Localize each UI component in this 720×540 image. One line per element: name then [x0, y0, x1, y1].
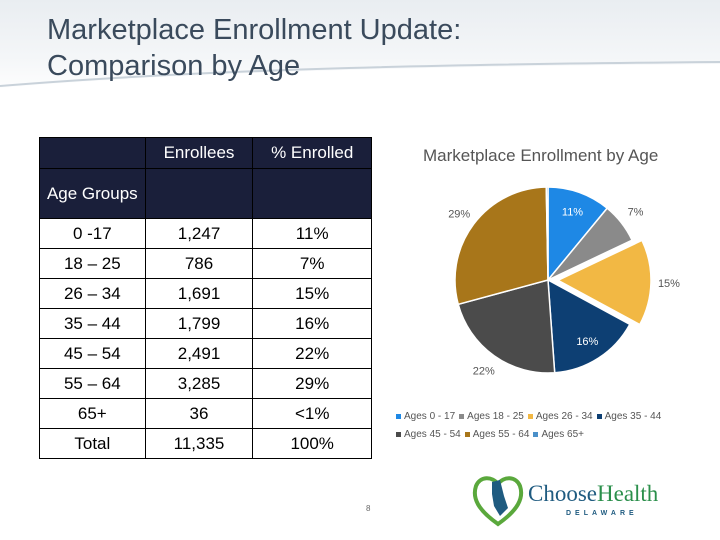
legend-swatch	[596, 413, 602, 419]
percent-cell: 11%	[252, 218, 372, 249]
table-subheader-row: Age Groups	[39, 168, 372, 219]
pie-data-label: 29%	[448, 208, 470, 220]
header-percent-enrolled: % Enrolled	[252, 137, 372, 169]
logo-wordmark: ChooseHealth	[528, 481, 658, 507]
percent-cell: 29%	[252, 368, 372, 399]
legend-item: Ages 55 - 64	[464, 429, 530, 440]
legend-label: Ages 35 - 44	[604, 411, 662, 422]
pie-data-label: 7%	[628, 207, 644, 219]
legend-swatch	[396, 413, 401, 419]
age-cell: 18 – 25	[39, 248, 146, 279]
slide-header	[0, 0, 720, 95]
legend-item: Ages 26 - 34	[527, 411, 593, 422]
percent-cell: 22%	[252, 338, 372, 369]
chart-title: Marketplace Enrollment by Age	[423, 146, 659, 165]
table-row: 35 – 44 1,799 16%	[39, 308, 372, 339]
header-age-groups: Age Groups	[39, 168, 146, 219]
enrollees-cell: 1,799	[144, 308, 254, 339]
legend-row: Ages 0 - 17 Ages 18 - 25 Ages 26 - 34 Ages …	[396, 408, 716, 426]
pie-slice-ages-18-25	[547, 207, 634, 281]
legend-label: Ages 26 - 34	[535, 411, 593, 422]
percent-cell: <1%	[252, 398, 372, 429]
legend-label: Ages 55 - 64	[472, 429, 530, 440]
enrollees-cell: 1,691	[144, 278, 254, 309]
pie-data-label: 11%	[562, 207, 583, 219]
delaware-heart-icon	[472, 476, 524, 527]
slide-title: Marketplace Enrollment Update: Compariso…	[47, 12, 461, 84]
percent-cell: 15%	[252, 278, 372, 309]
table-row: 45 – 54 2,491 22%	[39, 338, 372, 369]
pie-data-label: 16%	[576, 336, 598, 348]
age-cell: 0 -17	[39, 218, 146, 249]
legend-swatch	[533, 431, 539, 437]
legend-swatch	[396, 431, 401, 437]
legend-item: Ages 45 - 54	[396, 429, 461, 440]
table-row: 0 -17 1,247 11%	[39, 218, 372, 249]
table-row: 26 – 34 1,691 15%	[39, 278, 372, 309]
table-header-row: Enrollees % Enrolled	[39, 137, 372, 169]
total-enrollees: 11,335	[144, 428, 254, 459]
pie-slice-ages-55-64	[454, 186, 549, 306]
legend-swatch	[464, 431, 470, 437]
legend-label: Ages 45 - 54	[404, 429, 461, 440]
legend-item: Ages 18 - 25	[459, 411, 524, 422]
title-line-1: Marketplace Enrollment Update:	[47, 14, 462, 46]
legend-swatch	[459, 413, 465, 419]
header-swoosh	[0, 61, 720, 95]
logo-health: Health	[597, 481, 659, 506]
table-row: 18 – 25 786 7%	[39, 248, 372, 279]
legend-label: Ages 0 - 17	[404, 411, 456, 422]
pie-data-label: 15%	[658, 278, 680, 290]
enrollees-cell: 3,285	[144, 368, 254, 399]
percent-cell: 16%	[252, 308, 372, 339]
percent-cell: 7%	[252, 248, 372, 279]
subheader-blank-cell	[252, 168, 372, 219]
total-label: Total	[39, 428, 146, 459]
table-row: 65+ 36 <1%	[39, 398, 372, 429]
pie-data-label: 22%	[473, 366, 495, 378]
table-total-row: Total 11,335 100%	[39, 428, 372, 459]
age-cell: 35 – 44	[39, 308, 146, 339]
legend-label: Ages 18 - 25	[467, 411, 524, 422]
age-cell: 65+	[39, 398, 146, 429]
legend-label: Ages 65+	[541, 429, 584, 440]
age-cell: 26 – 34	[39, 278, 146, 309]
title-line-2: Comparison by Age	[47, 50, 301, 82]
pie-slice-ages-26-34	[556, 239, 652, 326]
header-enrollees: Enrollees	[144, 137, 254, 169]
logo-state: DELAWARE	[566, 510, 638, 517]
enrollees-cell: 786	[144, 248, 254, 279]
legend-swatch	[527, 413, 533, 419]
legend-item: Ages 65+	[533, 429, 584, 440]
total-percent: 100%	[252, 428, 372, 459]
table-row: 55 – 64 3,285 29%	[39, 368, 372, 399]
legend-item: Ages 35 - 44	[596, 411, 662, 422]
chart-legend: Ages 0 - 17 Ages 18 - 25 Ages 26 - 34 Ages …	[396, 408, 716, 444]
age-cell: 55 – 64	[39, 368, 146, 399]
page-number: 8	[366, 504, 371, 513]
subheader-blank-cell	[144, 168, 254, 219]
age-cell: 45 – 54	[39, 338, 146, 369]
enrollees-cell: 1,247	[144, 218, 254, 249]
header-blank-cell	[39, 137, 146, 169]
choosehealth-logo: ChooseHealth DELAWARE	[470, 470, 700, 530]
pie-slice-ages-45-54	[457, 279, 556, 374]
pie-slice-ages-35-44	[547, 278, 631, 374]
pie-slice-ages-65-	[545, 186, 549, 281]
legend-item: Ages 0 - 17	[396, 411, 455, 422]
enrollees-cell: 2,491	[144, 338, 254, 369]
enrollees-cell: 36	[144, 398, 254, 429]
logo-choose: Choose	[528, 481, 597, 506]
enrollment-table: Enrollees % Enrolled Age Groups 0 -17 1,2…	[39, 137, 372, 459]
pie-chart: 11% 7% 15% 16% 22% 29%	[448, 186, 680, 378]
legend-row: Ages 45 - 54 Ages 55 - 64 Ages 65+	[396, 426, 716, 444]
